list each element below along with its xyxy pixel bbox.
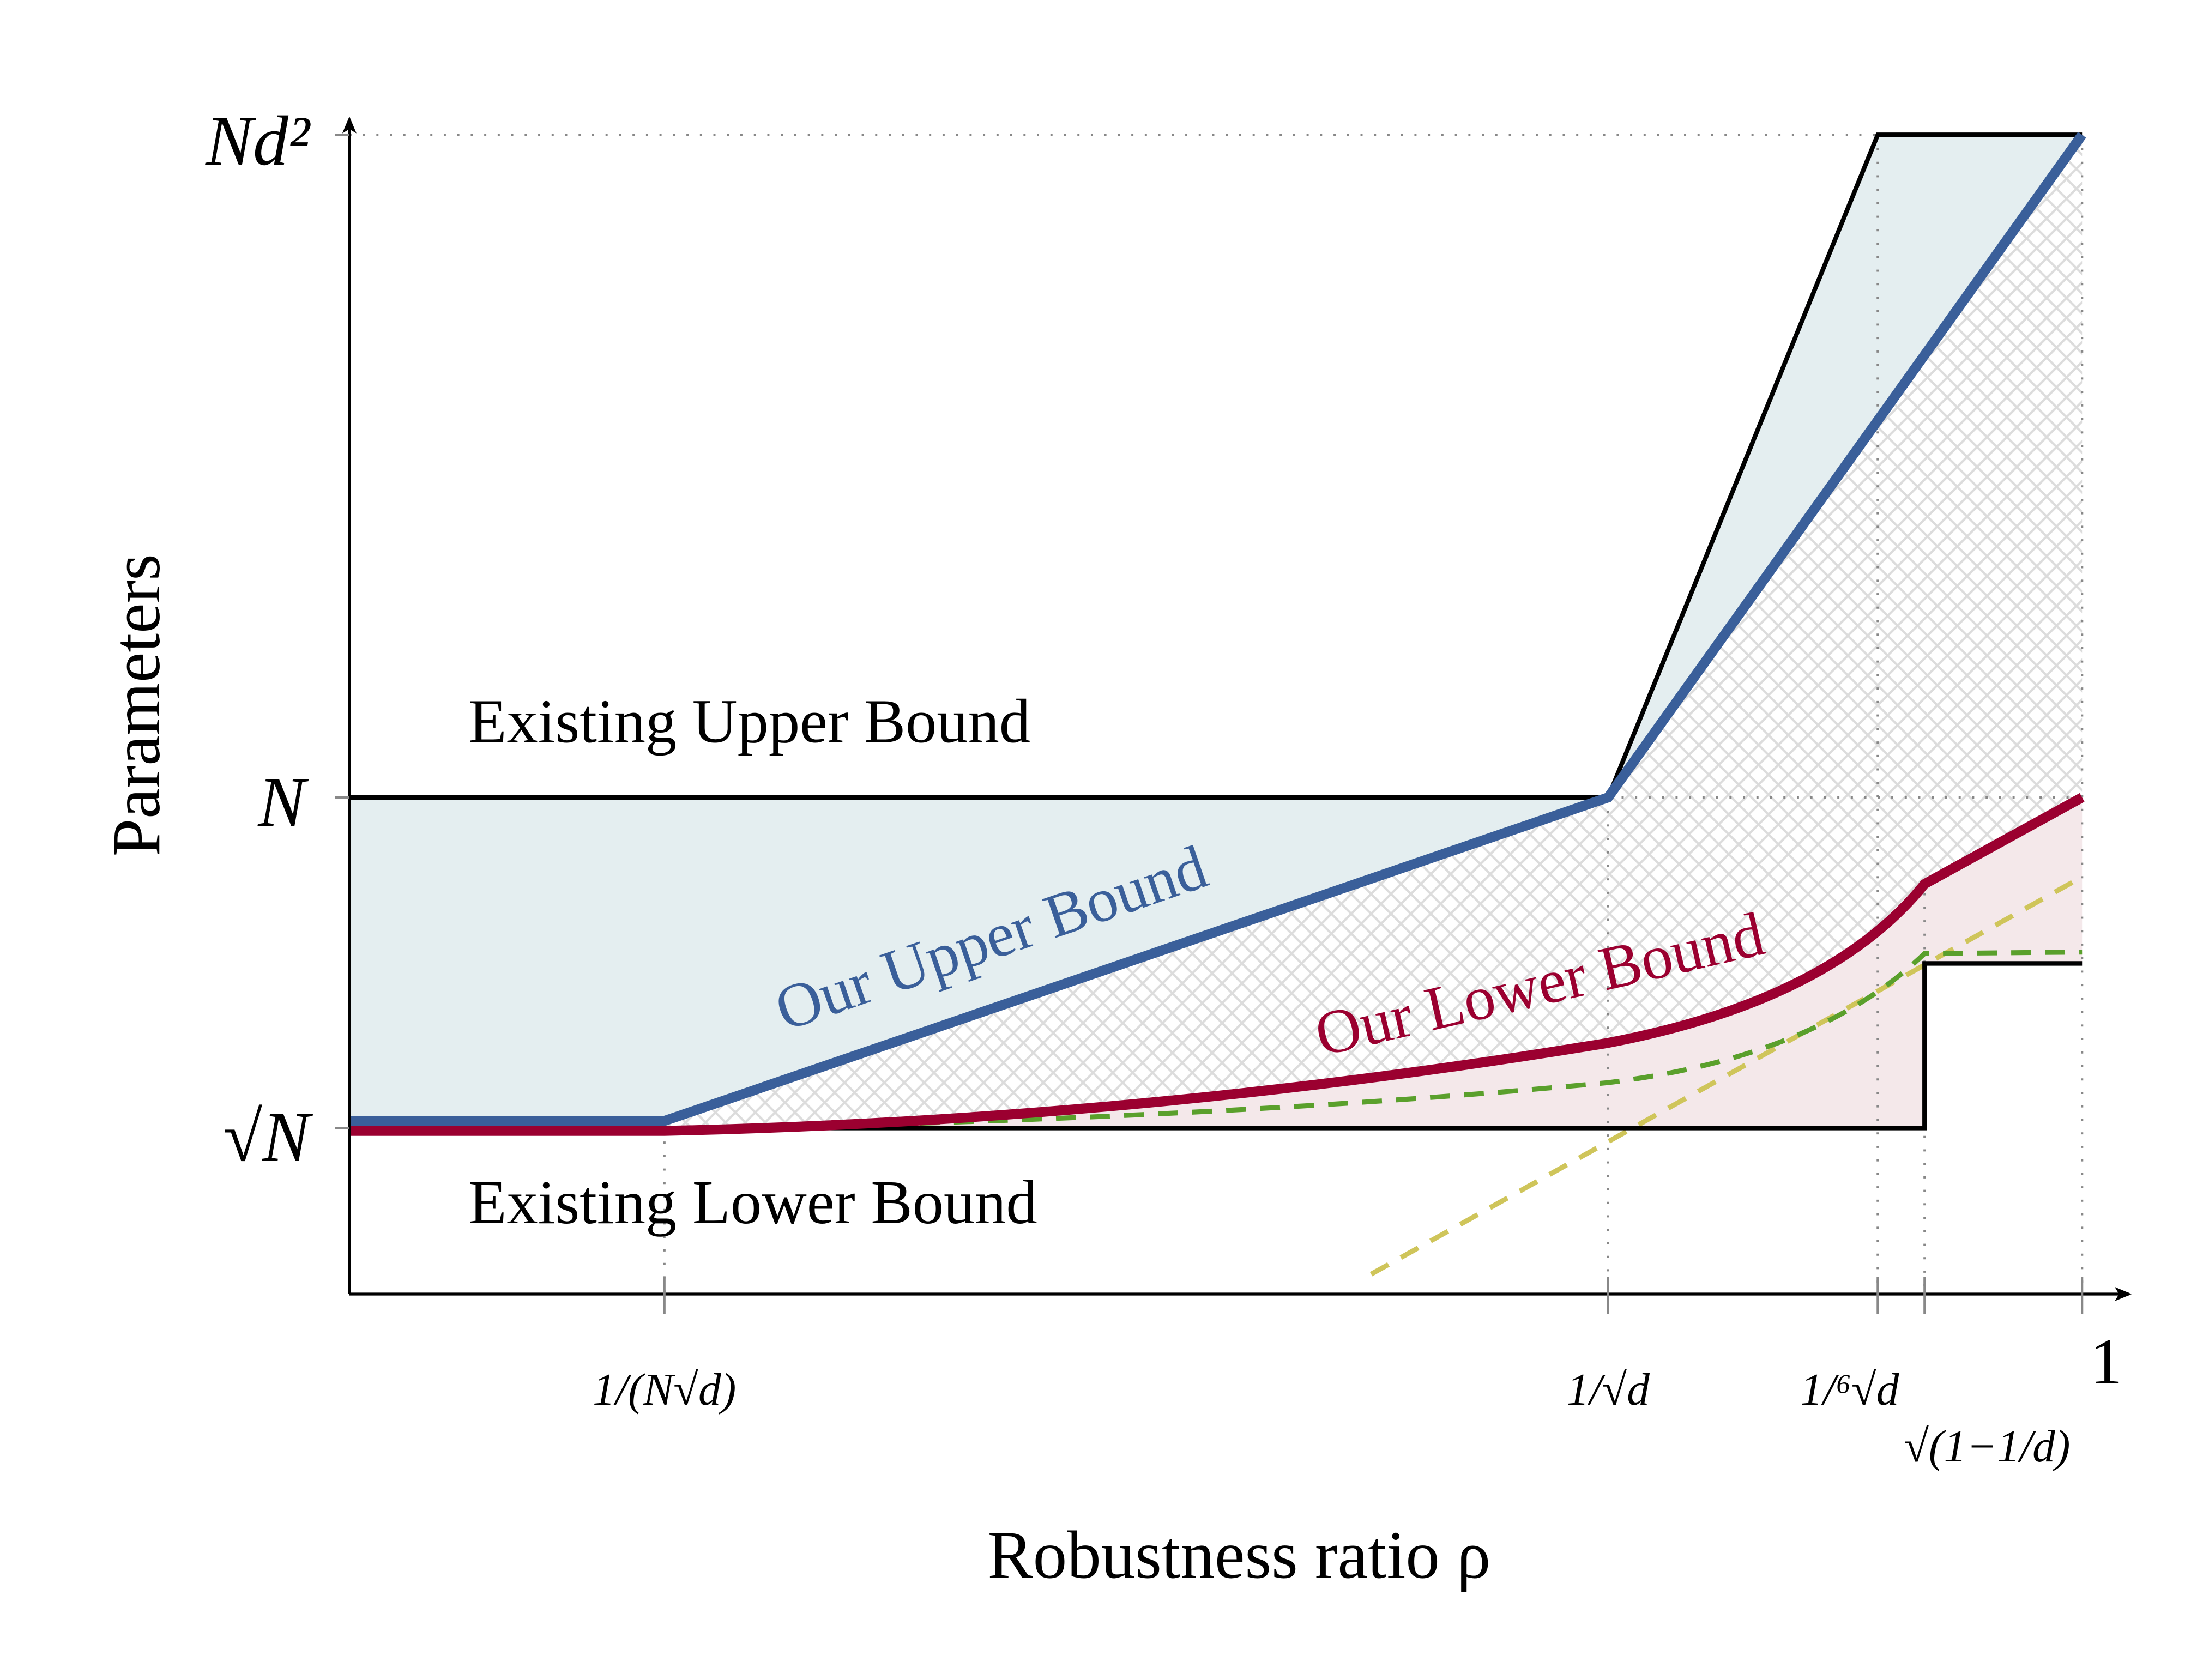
existing-lower-bound-line (349, 961, 2083, 1131)
x-tick-1-over-n-sqrt-d: 1/(N√d) (593, 1365, 736, 1415)
x-tick-1-over-sixth-root-d: 1/⁶√d (1800, 1365, 1899, 1415)
tick-marks (335, 134, 2084, 1314)
open-region-hatch (664, 135, 2083, 1131)
x-tick-1-over-sqrt-d: 1/√d (1567, 1365, 1650, 1415)
existing-upper-bound-label: Existing Upper Bound (469, 686, 1031, 756)
our-lower-bound-line (349, 793, 2085, 1136)
x-tick-sqrt-one-minus-1-over-d: √(1−1/d) (1904, 1422, 2070, 1472)
existing-upper-bound-line (349, 132, 2083, 800)
our-upper-bound-line (349, 131, 2086, 1126)
upper-gap-fill (349, 135, 2083, 1121)
y-tick-sqrt-n: √N (224, 1098, 313, 1176)
x-tick-one: 1 (2090, 1325, 2123, 1398)
y-axis-label: Parameters (99, 554, 174, 856)
lower-gap-fill (664, 797, 2083, 1131)
y-tick-nd2: Nd² (205, 102, 311, 180)
y-tick-n: N (257, 763, 309, 842)
green-dashed-curve (852, 950, 2083, 1128)
existing-lower-bound-label: Existing Lower Bound (469, 1168, 1037, 1237)
x-axis-label: Robustness ratio ρ (987, 1518, 1490, 1593)
